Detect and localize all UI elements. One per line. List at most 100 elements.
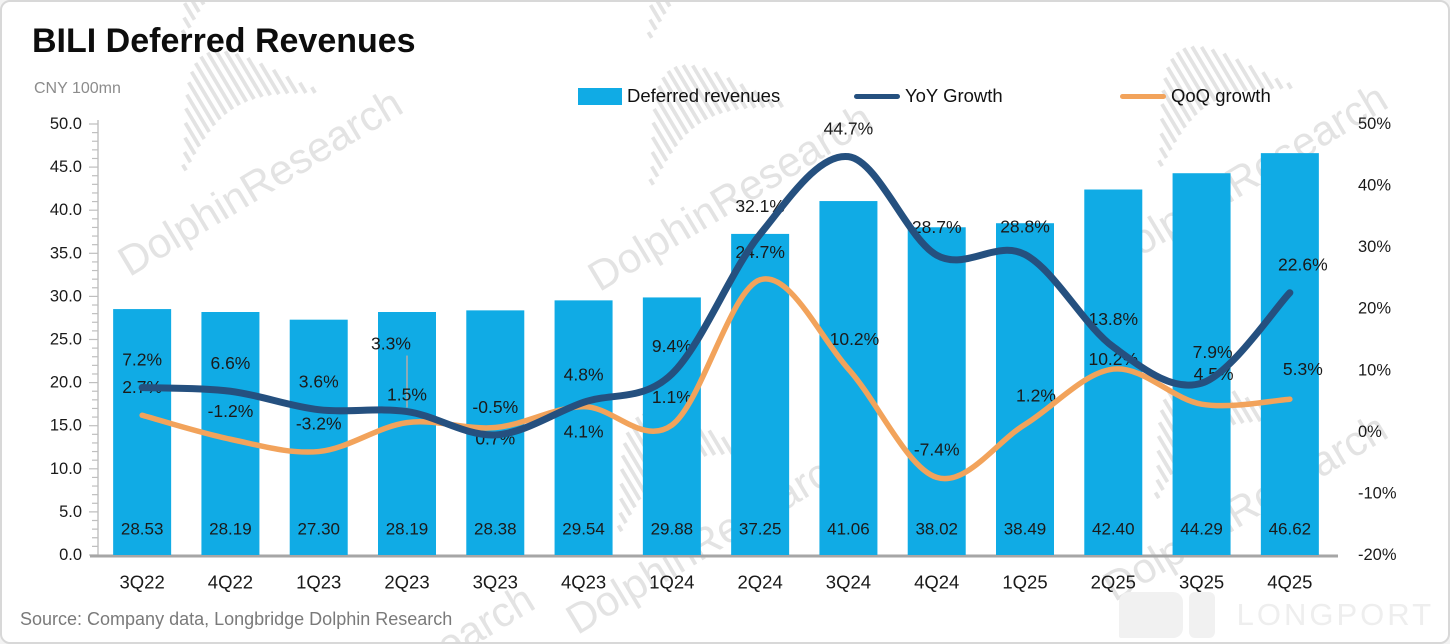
- left-axis-tick-label: 25.0: [50, 331, 82, 349]
- watermark-logo-bar: [1157, 421, 1184, 461]
- watermark-logo-bar: [1274, 77, 1284, 90]
- watermark-logo-bar: [187, 81, 217, 127]
- qoq-data-label: 4.1%: [564, 422, 604, 442]
- yoy-data-label: 7.2%: [122, 350, 162, 370]
- watermark-logo-bar: [182, 151, 193, 164]
- watermark: DolphinResearch: [1095, 45, 1395, 280]
- bar: [1172, 173, 1231, 555]
- yoy-data-label: 3.3%: [371, 334, 411, 354]
- watermark-logo-bar: [646, 31, 654, 39]
- watermark-logo-bar: [181, 163, 188, 172]
- watermark-logo-bar: [183, 136, 197, 156]
- watermark-logo-bar: [1159, 132, 1173, 151]
- yoy-data-label: 3.6%: [299, 372, 339, 392]
- watermark-logo-bar: [648, 18, 658, 31]
- bar: [378, 312, 436, 555]
- legend-swatch-bar: [578, 87, 622, 105]
- x-axis-label: 4Q25: [1267, 572, 1312, 593]
- source-note: Source: Company data, Longbridge Dolphin…: [20, 609, 453, 629]
- watermark-logo-bar: [1166, 389, 1201, 443]
- x-axis-label: 1Q24: [649, 572, 694, 593]
- yoy-line: [138, 153, 1294, 439]
- left-axis-tick-label: 45.0: [50, 158, 82, 176]
- right-axis-tick-label: 40%: [1358, 177, 1391, 195]
- watermark-logo-bar: [1218, 384, 1245, 424]
- yoy-data-label: 44.7%: [824, 119, 874, 139]
- left-axis-tick-label: 50.0: [50, 115, 82, 133]
- legend-item-qoq-growth: QoQ growth: [1120, 85, 1271, 107]
- watermark-logo-bar: [648, 4, 663, 23]
- bar: [819, 201, 878, 555]
- x-axis-label: 3Q24: [826, 572, 871, 593]
- watermark-logo-bar: [641, 412, 677, 467]
- bar: [996, 223, 1054, 556]
- watermark-logo-bar: [1156, 435, 1179, 468]
- watermark-logo-bar: [199, 55, 235, 111]
- bar: [907, 227, 966, 556]
- watermark-logo-bar: [635, 416, 670, 471]
- bar: [1084, 189, 1143, 555]
- yoy-data-label: 28.8%: [1000, 217, 1050, 237]
- yoy-data-label: 4.8%: [564, 364, 604, 384]
- speech-bubble-icon: [1118, 592, 1183, 638]
- bar-value-label: 38.49: [1004, 520, 1047, 539]
- watermark-logo-bar: [681, 417, 708, 457]
- bar: [201, 312, 260, 555]
- longport-logo: LONGPORT: [1118, 592, 1434, 638]
- left-axis-tick-label: 30.0: [50, 287, 82, 305]
- qoq-data-label: 24.7%: [735, 242, 785, 262]
- x-axis-label: 1Q25: [1002, 572, 1047, 593]
- legend-label: YoY Growth: [905, 85, 1003, 106]
- right-axis-tick-label: 10%: [1358, 361, 1391, 379]
- watermark-logo-bar: [650, 136, 669, 162]
- qoq-data-label: 1.1%: [652, 387, 692, 407]
- watermark-logo-bar: [1207, 380, 1237, 426]
- bar-value-label: 27.30: [297, 520, 340, 539]
- qoq-data-label: 2.7%: [122, 377, 162, 397]
- block-icon: [1188, 592, 1215, 638]
- x-axis-label: 3Q25: [1179, 572, 1224, 593]
- right-axis-tick-label: -10%: [1358, 484, 1397, 502]
- watermark-text: DolphinResearch: [580, 94, 880, 300]
- legend-item-yoy-growth: YoY Growth: [854, 85, 1003, 107]
- qoq-data-label: -7.4%: [914, 439, 960, 459]
- legend-label: QoQ growth: [1171, 85, 1271, 106]
- legend-item-deferred-revenues: Deferred revenues: [578, 85, 780, 107]
- watermark: DolphinResearch: [580, 64, 880, 300]
- watermark-logo-bar: [659, 411, 692, 461]
- yoy-data-label: 22.6%: [1278, 255, 1328, 275]
- watermark-logo-bar: [720, 436, 735, 455]
- bar-value-label: 38.02: [915, 520, 958, 539]
- yoy-data-label: -0.5%: [472, 397, 518, 417]
- watermark-logo-bar: [649, 2, 672, 8]
- watermark-logo-bar: [1157, 159, 1164, 168]
- watermark-logo-bar: [1156, 449, 1174, 476]
- watermark-logo-bar: [620, 454, 647, 494]
- bar-value-label: 41.06: [827, 520, 870, 539]
- qoq-line: [139, 276, 1293, 482]
- watermark-logo-bar: [1286, 81, 1293, 90]
- watermark: DolphinResearch: [558, 410, 858, 642]
- axis-unit-label: CNY 100mn: [34, 80, 121, 97]
- watermark-logo-bar: [651, 121, 674, 155]
- watermark-logo-bar: [618, 511, 628, 524]
- bar: [113, 309, 172, 555]
- bar-value-label: 28.53: [121, 520, 164, 539]
- watermark-logo-bar: [650, 151, 664, 170]
- bar-value-label: 37.25: [739, 520, 782, 539]
- watermark-logo-bar: [619, 497, 633, 516]
- qoq-data-label: 10.2%: [1088, 349, 1138, 369]
- line-data-labels: 7.2% 6.6% 3.6% 3.3% -0.5% 4.8% 9.4% 32.1% 44.7% 2…: [122, 119, 1327, 460]
- x-axis-label: 3Q23: [473, 572, 518, 593]
- qoq-data-label: 0.7%: [475, 429, 515, 449]
- watermark-logo-bar: [183, 121, 202, 148]
- right-axis-tick-label: 50%: [1358, 115, 1391, 133]
- yoy-data-label: 13.8%: [1088, 309, 1138, 329]
- watermark-logo-bar: [670, 413, 700, 459]
- left-axis-tick-label: 20.0: [50, 374, 82, 392]
- bar-value-label: 46.62: [1269, 520, 1312, 539]
- left-axis-tick-label: 0.0: [59, 546, 82, 564]
- watermark-logo-bar: [1178, 379, 1214, 434]
- watermark-logo-bar: [1196, 378, 1229, 428]
